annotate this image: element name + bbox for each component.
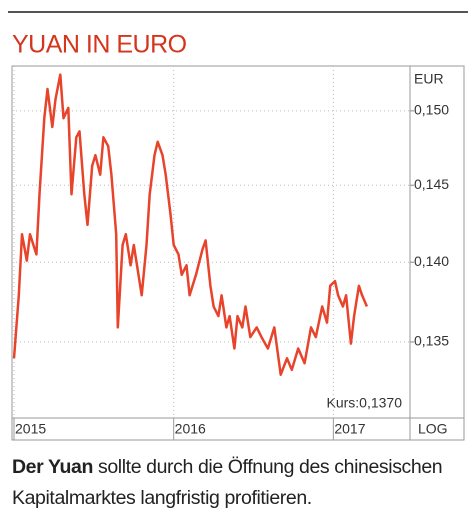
y-tick-label: 0,140	[414, 253, 449, 269]
y-tick-label: 0,145	[414, 176, 449, 192]
frame	[11, 65, 465, 441]
caption: Der Yuan sollte durch die Öffnung des ch…	[12, 452, 468, 514]
caption-lead: Der Yuan	[12, 456, 93, 478]
y-tick-label: 0,150	[414, 102, 449, 118]
y-axis-label: EUR	[414, 71, 444, 87]
x-tick-label: 2017	[334, 421, 365, 437]
x-tick-label: 2016	[175, 421, 206, 437]
caption-text: sollte durch die Öffnung des chinesische…	[12, 456, 443, 509]
x-tick-label: 2015	[15, 421, 46, 437]
chart-title: YUAN IN EURO	[12, 31, 187, 59]
scale-label: LOG	[418, 421, 448, 437]
line	[12, 73, 369, 376]
y-tick-label: 0,135	[414, 333, 449, 349]
chart: YUAN IN EURO EUR LOG Kurs:0,1370 0,135 0,…	[8, 11, 468, 441]
annotation: Kurs:0,1370	[327, 395, 403, 411]
